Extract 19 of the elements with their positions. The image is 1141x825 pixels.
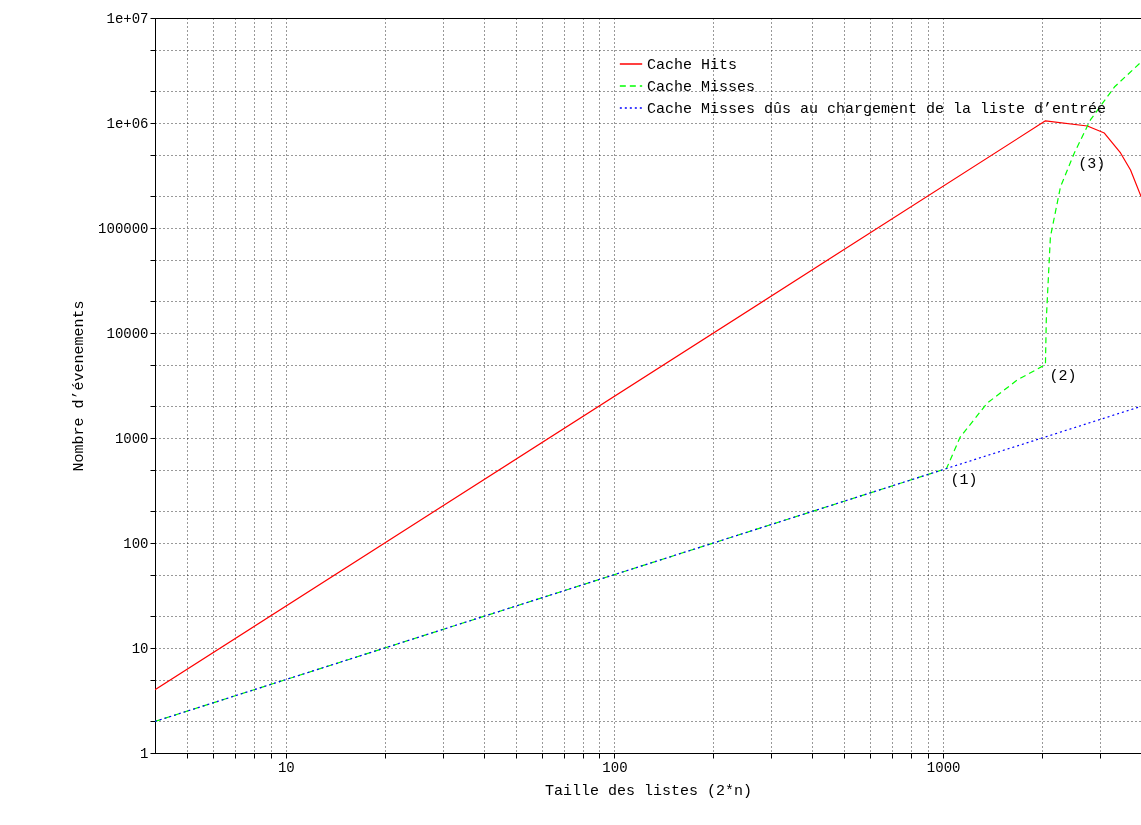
y-tick-label: 100 (123, 535, 149, 552)
y-tick-label: 1 (140, 745, 149, 762)
x-tick-label: 100 (602, 759, 628, 776)
legend-label: Cache Misses dûs au chargement de la liste d’entrée (647, 101, 1107, 118)
y-tick-label: 10 (131, 640, 149, 657)
annotation: (1) (950, 471, 978, 489)
legend-label: Cache Misses (647, 79, 756, 96)
annotation: (3) (1078, 156, 1106, 173)
y-tick-label: 100000 (98, 220, 149, 237)
y-tick-label: 1000 (114, 430, 149, 447)
x-tick-label: 10 (277, 759, 295, 776)
annotation: (2) (1049, 367, 1077, 385)
y-axis-title: Nombre d’évenements (71, 300, 89, 472)
y-tick-label: 10000 (106, 325, 149, 342)
x-tick-label: 1000 (926, 759, 961, 776)
x-axis-title: Taille des listes (2*n) (544, 782, 753, 800)
legend-label: Cache Hits (647, 57, 738, 74)
y-tick-label: 1e+06 (106, 115, 149, 132)
y-tick-label: 1e+07 (106, 10, 149, 27)
